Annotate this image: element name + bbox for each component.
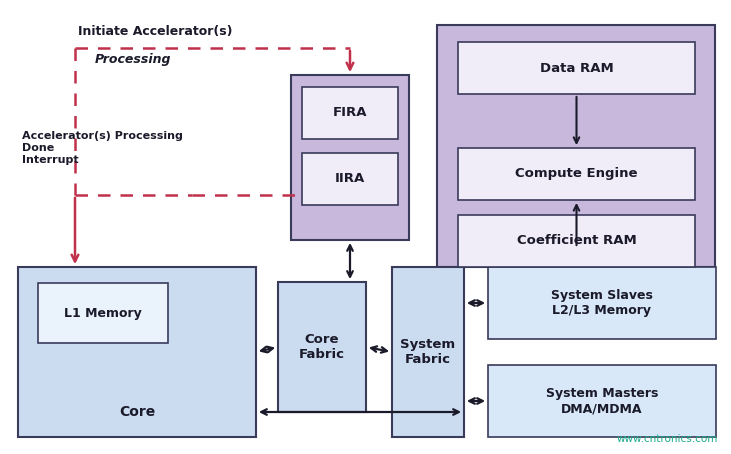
Bar <box>38 283 168 343</box>
Bar <box>18 267 256 437</box>
Bar <box>302 153 398 205</box>
Bar <box>302 87 398 139</box>
Text: Coefficient RAM: Coefficient RAM <box>517 235 637 247</box>
Bar <box>392 267 464 437</box>
Text: Core: Core <box>119 405 155 419</box>
Bar <box>488 365 716 437</box>
Text: Data RAM: Data RAM <box>539 61 613 74</box>
Bar <box>458 148 695 200</box>
Text: L1 Memory: L1 Memory <box>64 306 142 320</box>
Text: System
Fabric: System Fabric <box>401 338 455 366</box>
Bar <box>437 25 715 267</box>
Text: Core
Fabric: Core Fabric <box>299 333 345 361</box>
Bar <box>291 75 409 240</box>
Text: www.cntronics.com: www.cntronics.com <box>617 434 718 444</box>
Text: Accelerator(s) Processing
Done
Interrupt: Accelerator(s) Processing Done Interrupt <box>22 131 183 165</box>
Text: IIRA: IIRA <box>335 173 365 186</box>
Bar <box>458 215 695 267</box>
Bar <box>458 42 695 94</box>
Text: Compute Engine: Compute Engine <box>515 168 637 181</box>
Text: System Slaves
L2/L3 Memory: System Slaves L2/L3 Memory <box>551 289 653 317</box>
Text: Initiate Accelerator(s): Initiate Accelerator(s) <box>78 25 232 39</box>
Bar <box>488 267 716 339</box>
Text: FIRA: FIRA <box>333 107 367 119</box>
Text: System Masters
DMA/MDMA: System Masters DMA/MDMA <box>546 387 658 415</box>
Text: Processing: Processing <box>95 54 172 66</box>
Bar <box>278 282 366 412</box>
